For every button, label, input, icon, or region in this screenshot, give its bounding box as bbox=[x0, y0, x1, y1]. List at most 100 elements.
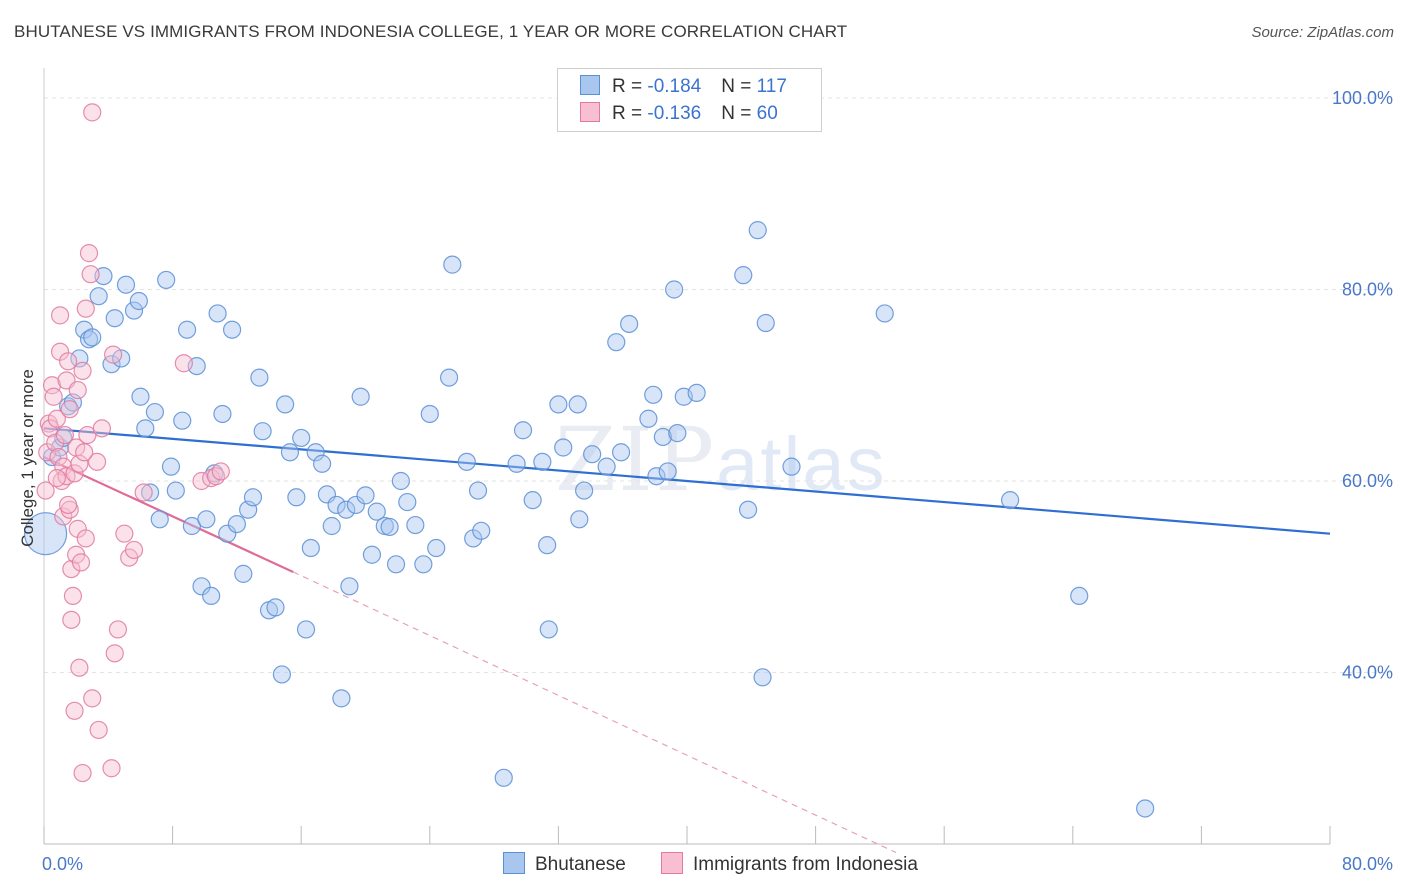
point-bhutanese bbox=[332, 689, 351, 708]
point-indonesia bbox=[71, 553, 91, 572]
point-bhutanese bbox=[346, 495, 365, 515]
x-tick-label: 0.0% bbox=[42, 854, 83, 874]
point-bhutanese bbox=[568, 395, 587, 414]
point-bhutanese bbox=[272, 665, 292, 684]
point-bhutanese bbox=[420, 404, 439, 424]
grid-lines bbox=[44, 97, 1392, 673]
point-bhutanese bbox=[665, 280, 684, 299]
point-bhutanese bbox=[312, 454, 332, 473]
point-indonesia bbox=[92, 419, 111, 438]
correlation-legend: R = -0.184 N = 117 R = -0.136 N = 60 bbox=[557, 68, 822, 132]
point-bhutanese bbox=[367, 502, 386, 521]
point-bhutanese bbox=[131, 387, 150, 406]
point-indonesia bbox=[73, 361, 92, 380]
point-bhutanese bbox=[234, 564, 253, 583]
point-indonesia bbox=[108, 620, 128, 639]
point-bhutanese bbox=[356, 486, 375, 505]
point-indonesia bbox=[76, 529, 95, 548]
point-bhutanese bbox=[533, 452, 552, 471]
point-bhutanese bbox=[414, 555, 433, 574]
legend-row-bhutanese: R = -0.184 N = 117 bbox=[580, 75, 787, 101]
point-bhutanese bbox=[197, 510, 216, 529]
point-bhutanese bbox=[129, 291, 148, 311]
point-bhutanese bbox=[406, 515, 425, 535]
point-indonesia bbox=[83, 103, 102, 122]
point-indonesia bbox=[62, 559, 81, 579]
tick-labels: 40.0% 60.0% 80.0% 100.0% 0.0% 80.0% bbox=[42, 88, 1393, 874]
point-indonesia bbox=[49, 447, 68, 467]
point-bhutanese bbox=[457, 452, 476, 471]
point-indonesia bbox=[59, 352, 78, 371]
point-bhutanese bbox=[391, 471, 410, 491]
point-bhutanese bbox=[1001, 491, 1020, 510]
point-bhutanese bbox=[513, 421, 533, 440]
point-indonesia bbox=[50, 306, 70, 325]
legend-row-indonesia: R = -0.136 N = 60 bbox=[580, 102, 778, 128]
point-indonesia bbox=[87, 452, 107, 471]
point-indonesia bbox=[79, 244, 99, 263]
point-bhutanese bbox=[647, 467, 666, 486]
point-bhutanese bbox=[362, 545, 382, 564]
point-bhutanese bbox=[549, 395, 568, 414]
series-legend-indonesia[interactable]: Immigrants from Indonesia bbox=[661, 852, 918, 876]
watermark-atlas: atlas bbox=[716, 422, 887, 507]
point-bhutanese bbox=[340, 577, 359, 596]
data-points bbox=[24, 103, 1155, 818]
point-bhutanese bbox=[756, 313, 775, 333]
point-bhutanese bbox=[227, 514, 246, 534]
axes bbox=[43, 68, 1331, 845]
point-bhutanese bbox=[322, 516, 341, 536]
point-bhutanese bbox=[250, 368, 269, 387]
point-indonesia bbox=[105, 644, 124, 663]
legend-r-label: R = bbox=[612, 76, 648, 97]
point-bhutanese bbox=[427, 538, 446, 558]
point-bhutanese bbox=[570, 510, 589, 529]
point-bhutanese bbox=[398, 492, 417, 512]
point-bhutanese bbox=[507, 454, 526, 473]
point-indonesia bbox=[174, 354, 193, 373]
point-bhutanese bbox=[276, 395, 295, 414]
point-indonesia bbox=[83, 689, 102, 708]
point-bhutanese bbox=[583, 445, 602, 464]
point-bhutanese bbox=[208, 304, 227, 323]
point-indonesia bbox=[60, 400, 79, 419]
point-bhutanese bbox=[222, 320, 242, 339]
point-bhutanese bbox=[653, 427, 672, 447]
point-bhutanese bbox=[79, 330, 99, 349]
point-bhutanese bbox=[748, 221, 767, 240]
point-indonesia bbox=[76, 299, 95, 318]
trend-line-bhutanese bbox=[43, 427, 1331, 535]
point-bhutanese bbox=[337, 500, 356, 519]
point-bhutanese bbox=[306, 443, 325, 462]
point-bhutanese bbox=[218, 524, 237, 543]
point-bhutanese bbox=[145, 402, 165, 422]
point-bhutanese bbox=[150, 510, 169, 529]
legend-swatch-indonesia bbox=[580, 102, 600, 122]
legend-n-label: N = bbox=[721, 76, 757, 97]
point-bhutanese bbox=[386, 555, 406, 574]
legend-r-label: R = bbox=[612, 103, 648, 124]
point-bhutanese bbox=[24, 512, 68, 556]
point-indonesia bbox=[36, 481, 55, 500]
point-bhutanese bbox=[753, 668, 772, 687]
series-legend: Bhutanese Immigrants from Indonesia bbox=[0, 852, 1406, 878]
point-bhutanese bbox=[644, 385, 663, 404]
point-bhutanese bbox=[202, 586, 221, 606]
point-bhutanese bbox=[116, 275, 136, 294]
point-bhutanese bbox=[597, 457, 616, 476]
point-indonesia bbox=[211, 462, 230, 481]
point-bhutanese bbox=[243, 488, 263, 507]
point-bhutanese bbox=[538, 536, 557, 555]
point-bhutanese bbox=[734, 266, 753, 285]
point-indonesia bbox=[134, 483, 153, 502]
point-bhutanese bbox=[575, 481, 594, 500]
watermark: ZIPatlas bbox=[555, 408, 887, 511]
point-indonesia bbox=[47, 469, 66, 488]
point-bhutanese bbox=[472, 521, 491, 540]
point-indonesia bbox=[115, 524, 134, 543]
series-legend-bhutanese[interactable]: Bhutanese bbox=[503, 852, 626, 876]
point-bhutanese bbox=[124, 301, 144, 320]
point-bhutanese bbox=[639, 409, 658, 428]
point-indonesia bbox=[59, 495, 78, 515]
